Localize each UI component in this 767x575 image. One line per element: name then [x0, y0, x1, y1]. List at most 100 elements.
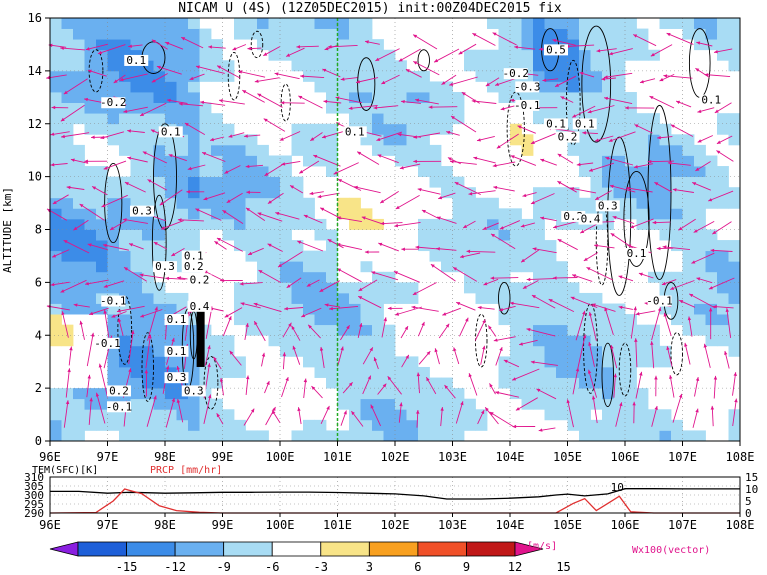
wind-arrowhead — [639, 371, 643, 376]
shading-cell — [268, 261, 281, 273]
shading-cell — [165, 18, 177, 29]
wind-arrow — [520, 249, 540, 263]
wind-arrowhead — [267, 243, 272, 247]
shading-cell — [234, 197, 246, 209]
shading-cell — [291, 144, 304, 156]
shading-cell — [659, 419, 672, 431]
shading-cell — [199, 166, 212, 178]
wind-arrowhead — [557, 181, 562, 185]
shading-cell — [337, 70, 350, 82]
shading-cell — [280, 292, 292, 304]
shading-cell — [314, 60, 327, 72]
shading-cell — [222, 356, 235, 368]
shading-cell — [153, 197, 166, 209]
contour-label: 0.1 — [701, 94, 721, 107]
shading-cell — [73, 240, 85, 252]
shading-cell — [602, 144, 614, 156]
contour-line — [565, 59, 581, 146]
shading-cell — [682, 208, 695, 220]
shading-cell — [257, 229, 269, 241]
shading-cell — [671, 155, 683, 167]
wind-arrowhead — [542, 78, 547, 82]
shading-cell — [326, 345, 338, 357]
shading-cell — [119, 419, 131, 431]
wind-arrowhead — [361, 216, 366, 220]
shading-cell — [349, 366, 361, 378]
shading-cell — [544, 187, 557, 199]
wind-arrowhead — [176, 366, 180, 370]
shading-cell — [602, 123, 614, 135]
wind-arrow — [257, 93, 283, 108]
shading-cell — [533, 303, 545, 315]
shading-cell — [50, 218, 62, 230]
shading-cell — [130, 388, 143, 400]
colorbar-swatch — [223, 541, 273, 557]
shading-cell — [694, 18, 706, 29]
shading-cell — [303, 18, 315, 29]
shading-cell — [510, 218, 522, 230]
wind-arrowhead — [311, 386, 316, 390]
shading-cell — [464, 49, 476, 61]
shading-cell — [567, 70, 580, 82]
shading-cell — [705, 261, 718, 273]
shading-cell — [464, 419, 476, 431]
shading-cell — [119, 240, 131, 252]
shading-cell — [257, 176, 269, 188]
shading-cell — [119, 18, 131, 29]
wind-arrow — [147, 306, 158, 341]
shading-cell — [648, 430, 660, 442]
shading-cell — [211, 218, 223, 230]
shading-cell — [510, 366, 522, 378]
shading-cell — [291, 240, 304, 252]
temperature-tick-label: 300 — [24, 489, 44, 502]
shading-cell — [590, 18, 603, 29]
contour-line — [601, 342, 614, 408]
shading-cell — [234, 28, 246, 40]
wind-arrowhead — [103, 243, 107, 248]
shading-cell — [556, 197, 568, 209]
shading-cell — [694, 303, 706, 315]
shading-cell — [728, 134, 741, 146]
shading-cell — [349, 292, 361, 304]
shading-cell — [372, 303, 384, 315]
shading-cell — [176, 218, 189, 230]
contour-label: -0.1 — [514, 99, 541, 112]
wind-arrowhead — [292, 345, 296, 350]
shading-cell — [303, 208, 315, 220]
shading-cell — [613, 409, 626, 421]
contour-label-bg — [181, 261, 206, 273]
shading-cell — [648, 208, 660, 220]
shading-cell — [498, 271, 511, 283]
wind-arrowhead — [442, 312, 447, 316]
shading-cell — [590, 49, 603, 61]
shading-cell — [142, 377, 154, 389]
wind-arrowhead — [187, 166, 192, 171]
shading-cell — [579, 366, 591, 378]
wind-arrowhead — [140, 314, 145, 318]
shading-cell — [694, 282, 706, 294]
shading-cell — [349, 218, 361, 230]
shading-cell — [268, 155, 281, 167]
shading-cell — [717, 166, 729, 178]
wind-arrowhead — [482, 345, 486, 350]
shading-cell — [96, 208, 108, 220]
contour-label-bg — [515, 99, 540, 111]
shading-cell — [441, 398, 453, 410]
contour-label-bg — [181, 385, 206, 397]
wind-arrow — [313, 154, 341, 167]
wind-arrowhead — [538, 47, 543, 51]
shading-cell — [50, 409, 62, 421]
shading-cell — [61, 218, 74, 230]
wind-arrow — [608, 48, 633, 55]
contour-label-bg — [187, 274, 212, 286]
shading-cell — [636, 388, 649, 400]
contour-label-bg — [578, 213, 603, 225]
wind-arrowhead — [472, 33, 477, 37]
shading-cell — [50, 176, 62, 188]
shading-cell — [498, 18, 511, 29]
shading-cell — [119, 123, 131, 135]
wind-arrowhead — [633, 306, 637, 311]
shading-cell — [130, 345, 143, 357]
shading-cell — [498, 261, 511, 273]
wind-arrowhead — [177, 276, 182, 280]
